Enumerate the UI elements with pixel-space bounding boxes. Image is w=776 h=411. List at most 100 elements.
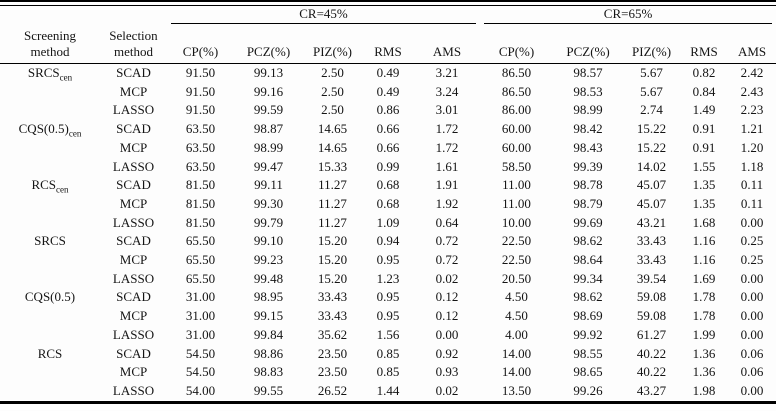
- value-cell: 20.50: [501, 270, 532, 286]
- selection-method-label: SCAD: [116, 345, 151, 361]
- value-cell: 0.11: [740, 195, 764, 211]
- cr45-rms-header: RMS: [362, 24, 414, 64]
- screening-method-label: [0, 214, 100, 233]
- screening-method-label: [0, 139, 100, 158]
- value-cell: 11.27: [318, 195, 347, 211]
- value-cell: 0.64: [435, 214, 459, 230]
- value-cell: 1.18: [740, 158, 764, 174]
- table-row: RCS SCAD 54.50 98.86 23.50 0.85 0.92 14.00 98.55…: [0, 345, 776, 364]
- value-cell: 1.68: [692, 214, 716, 230]
- cr45-pcz-header: PCZ(%): [234, 24, 303, 64]
- value-cell: 14.00: [501, 364, 532, 380]
- value-cell: 60.00: [501, 139, 532, 155]
- value-cell: 1.55: [692, 158, 716, 174]
- value-cell: 4.50: [505, 308, 528, 324]
- value-cell: 2.23: [740, 102, 764, 118]
- value-cell: 99.16: [253, 83, 284, 99]
- table-row: CQS(0.5) SCAD 31.00 98.95 33.43 0.95 0.12 4.50 9…: [0, 288, 776, 307]
- value-cell: 0.68: [376, 177, 400, 193]
- value-cell: 54.50: [185, 345, 216, 361]
- value-cell: 63.50: [185, 158, 216, 174]
- value-cell: 98.86: [253, 345, 284, 361]
- table-row: MCP 65.50 99.23 15.20 0.95 0.72 22.50 98.64 33.4…: [0, 251, 776, 270]
- value-cell: 98.79: [573, 195, 603, 211]
- value-cell: 98.69: [573, 308, 603, 324]
- value-cell: 98.55: [573, 345, 603, 361]
- value-cell: 14.02: [636, 158, 667, 174]
- value-cell: 23.50: [317, 345, 348, 361]
- value-cell: 98.99: [573, 102, 603, 118]
- cr65-cp-header: CP(%): [480, 24, 554, 64]
- value-cell: 0.91: [692, 139, 716, 155]
- cr45-ams-header: AMS: [414, 24, 481, 64]
- value-cell: 10.00: [501, 214, 532, 230]
- selection-method-label: LASSO: [112, 158, 155, 174]
- value-cell: 11.00: [502, 195, 531, 211]
- screening-method-label: CQS(0.5)cen: [18, 121, 82, 139]
- screening-method-label: SRCS: [34, 233, 66, 249]
- value-cell: 15.33: [317, 158, 348, 174]
- value-cell: 0.06: [740, 345, 764, 361]
- value-cell: 81.50: [185, 195, 216, 211]
- value-cell: 0.93: [435, 364, 459, 380]
- value-cell: 3.01: [435, 102, 459, 118]
- value-cell: 39.54: [636, 270, 667, 286]
- value-cell: 1.56: [376, 326, 400, 342]
- value-cell: 98.65: [573, 364, 603, 380]
- table-row: LASSO 63.50 99.47 15.33 0.99 1.61 58.50 99.39 14…: [0, 158, 776, 177]
- table-row: MCP 31.00 99.15 33.43 0.95 0.12 4.50 98.69 59.08…: [0, 307, 776, 326]
- value-cell: 0.00: [740, 289, 764, 305]
- value-cell: 98.83: [253, 364, 284, 380]
- value-cell: 0.00: [435, 326, 459, 342]
- value-cell: 3.24: [435, 83, 459, 99]
- value-cell: 99.26: [573, 382, 603, 398]
- value-cell: 91.50: [185, 83, 216, 99]
- value-cell: 13.50: [501, 382, 532, 398]
- value-cell: 60.00: [501, 121, 532, 137]
- value-cell: 11.27: [318, 214, 347, 230]
- selection-method-label: MCP: [119, 364, 148, 380]
- selection-method-label: LASSO: [112, 382, 155, 398]
- value-cell: 99.48: [253, 270, 284, 286]
- value-cell: 0.95: [376, 289, 400, 305]
- value-cell: 0.68: [376, 195, 400, 211]
- value-cell: 14.65: [317, 139, 348, 155]
- value-cell: 99.10: [253, 233, 284, 249]
- value-cell: 0.99: [376, 158, 400, 174]
- value-cell: 98.87: [253, 121, 284, 137]
- value-cell: 15.22: [636, 139, 667, 155]
- value-cell: 0.72: [435, 233, 459, 249]
- value-cell: 99.34: [573, 270, 603, 286]
- value-cell: 0.12: [435, 289, 459, 305]
- value-cell: 58.50: [501, 158, 532, 174]
- selection-method-label: MCP: [119, 195, 148, 211]
- value-cell: 43.27: [636, 382, 667, 398]
- selection-method-label: MCP: [119, 308, 148, 324]
- results-table: CR=45% CR=65% Screening method Selection m…: [0, 6, 776, 404]
- selection-method-header: Selection method: [100, 24, 167, 64]
- value-cell: 23.50: [317, 364, 348, 380]
- cr65-piz-header: PIZ(%): [623, 24, 681, 64]
- value-cell: 4.50: [505, 289, 528, 305]
- cr45-spanner: CR=45%: [167, 6, 480, 24]
- table-row: MCP 91.50 99.16 2.50 0.49 3.24 86.50 98.53 5.67 0…: [0, 83, 776, 102]
- value-cell: 0.25: [740, 252, 764, 268]
- value-cell: 43.21: [636, 214, 667, 230]
- selection-method-label: LASSO: [112, 270, 155, 286]
- value-cell: 0.66: [376, 121, 400, 137]
- screening-method-label: SRCScen: [27, 65, 73, 83]
- value-cell: 99.59: [253, 102, 284, 118]
- value-cell: 2.50: [321, 65, 344, 80]
- table-row: LASSO 54.00 99.55 26.52 1.44 0.02 13.50 99.26 43…: [0, 382, 776, 402]
- selection-method-label: SCAD: [116, 121, 151, 137]
- value-cell: 1.78: [692, 289, 716, 305]
- value-cell: 33.43: [636, 233, 667, 249]
- value-cell: 5.67: [640, 65, 663, 80]
- value-cell: 99.79: [253, 214, 284, 230]
- value-cell: 99.23: [253, 252, 284, 268]
- value-cell: 31.00: [185, 289, 216, 305]
- cr65-pcz-header: PCZ(%): [553, 24, 624, 64]
- screening-method-label: [0, 326, 100, 345]
- value-cell: 99.13: [253, 65, 284, 80]
- value-cell: 91.50: [185, 65, 216, 80]
